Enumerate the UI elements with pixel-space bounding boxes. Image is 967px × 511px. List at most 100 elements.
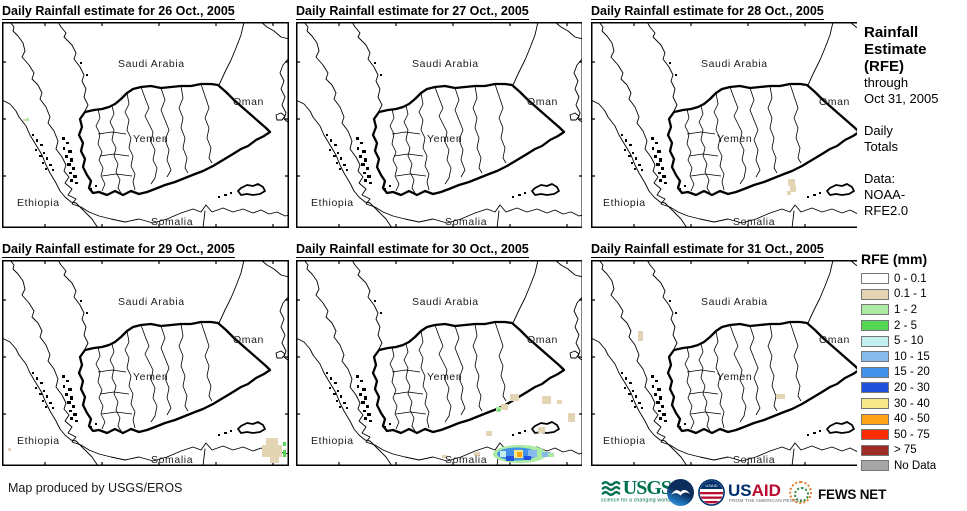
label-ethiopia: Ethiopia [17,197,60,209]
label-yemen: Yemen [133,133,168,145]
panel-30-oct: Daily Rainfall estimate for 30 Oct., 200… [296,240,582,466]
rainfall-map-26-oct: Saudi Arabia Oman Yemen Ethiopia Somalia [2,22,289,228]
label-oman: Oman [819,334,850,346]
rainfall-overlay [442,394,575,463]
sidebar-date: Oct 31, 2005 [864,91,939,106]
usgs-wordmark: USGS [622,477,672,499]
label-somalia: Somalia [733,454,775,466]
panel-title: Daily Rainfall estimate for 30 Oct., 200… [296,242,529,258]
label-oman: Oman [233,96,264,108]
legend-label: 0.1 - 1 [894,288,927,301]
sidebar-data-label: Data: [864,171,896,186]
legend-item: 15 - 20 [861,365,965,381]
legend-label: 15 - 20 [894,366,930,379]
sidebar-through: through [864,75,909,90]
fewsnet-wordmark: FEWS NET [818,487,887,502]
rainfall-map-29-oct: Saudi Arabia Oman Yemen Ethiopia Somalia [2,260,289,466]
label-oman: Oman [233,334,264,346]
label-saudi-arabia: Saudi Arabia [701,296,768,308]
rainfall-overlay [8,438,286,463]
legend-item: 0.1 - 1 [861,287,965,303]
legend-swatch [861,288,889,300]
label-yemen: Yemen [717,371,752,383]
legend-swatch [861,335,889,347]
sidebar-period-1: Daily [864,123,893,138]
label-somalia: Somalia [151,216,193,228]
legend-item: 50 - 75 [861,427,965,443]
legend-label: 0 - 0.1 [894,272,927,285]
panel-title: Daily Rainfall estimate for 29 Oct., 200… [2,242,235,258]
panel-28-oct: Daily Rainfall estimate for 28 Oct., 200… [591,2,857,228]
usaid-seal-icon: USAID [698,479,725,506]
panel-title: Daily Rainfall estimate for 26 Oct., 200… [2,4,235,20]
usaid-aid: AID [751,481,781,500]
rainfall-overlay [638,331,785,399]
label-saudi-arabia: Saudi Arabia [118,296,185,308]
legend-item: No Data [861,458,965,474]
label-ethiopia: Ethiopia [603,197,646,209]
sidebar-source-1: NOAA- [864,187,906,202]
usaid-wordmark: USAID [728,482,781,499]
legend-item: > 75 [861,443,965,459]
label-somalia: Somalia [151,454,193,466]
label-saudi-arabia: Saudi Arabia [701,58,768,70]
legend: RFE (mm) 0 - 0.1 0.1 - 1 1 - 2 2 - 5 5 - 10 1… [861,251,965,474]
legend-label: 10 - 15 [894,350,930,363]
label-yemen: Yemen [133,371,168,383]
label-somalia: Somalia [733,216,775,228]
legend-label: No Data [894,459,937,472]
panel-29-oct: Daily Rainfall estimate for 29 Oct., 200… [2,240,289,466]
legend-label: 20 - 30 [894,381,930,394]
fewsnet-globe-icon [789,481,812,504]
legend-item: 0 - 0.1 [861,271,965,287]
panel-31-oct: Daily Rainfall estimate for 31 Oct., 200… [591,240,857,466]
noaa-bird-icon [671,489,690,496]
label-oman: Oman [527,96,558,108]
legend-label: 30 - 40 [894,397,930,410]
usgs-logo: USGS science for a changing world [601,477,672,507]
label-saudi-arabia: Saudi Arabia [412,58,479,70]
label-yemen: Yemen [427,133,462,145]
legend-label: 5 - 10 [894,335,924,348]
usaid-tagline: FROM THE AMERICAN PEOPLE [729,499,803,504]
legend-item: 20 - 30 [861,380,965,396]
legend-label: 50 - 75 [894,428,930,441]
label-somalia: Somalia [445,216,487,228]
label-somalia: Somalia [445,454,487,466]
label-saudi-arabia: Saudi Arabia [118,58,185,70]
label-ethiopia: Ethiopia [311,435,354,447]
rainfall-map-30-oct: Saudi Arabia Oman Yemen Ethiopia Somalia [296,260,582,466]
legend-item: 40 - 50 [861,411,965,427]
sidebar-title: Rainfall Estimate (RFE) [864,24,927,75]
panel-title: Daily Rainfall estimate for 31 Oct., 200… [591,242,824,258]
rainfall-map-27-oct: Saudi Arabia Oman Yemen Ethiopia Somalia [296,22,582,228]
legend-swatch [861,382,889,394]
legend-label: 1 - 2 [894,303,918,316]
legend-swatch [861,460,889,472]
label-oman: Oman [819,96,850,108]
sidebar: Rainfall Estimate (RFE) through Oct 31, … [864,24,960,219]
legend-title: RFE (mm) [861,251,928,267]
usgs-tagline: science for a changing world [601,498,671,504]
label-saudi-arabia: Saudi Arabia [412,296,479,308]
rainfall-map-28-oct: Saudi Arabia Oman Yemen Ethiopia Somalia [591,22,857,228]
rainfall-map-31-oct: Saudi Arabia Oman Yemen Ethiopia Somalia [591,260,857,466]
label-ethiopia: Ethiopia [603,435,646,447]
panel-title: Daily Rainfall estimate for 28 Oct., 200… [591,4,824,20]
legend-swatch [861,366,889,378]
legend-label: 40 - 50 [894,413,930,426]
label-yemen: Yemen [427,371,462,383]
label-ethiopia: Ethiopia [311,197,354,209]
legend-swatch [861,304,889,316]
legend-item: 5 - 10 [861,333,965,349]
panel-title: Daily Rainfall estimate for 27 Oct., 200… [296,4,529,20]
label-yemen: Yemen [717,133,752,145]
legend-swatch [861,429,889,441]
legend-item: 2 - 5 [861,318,965,334]
legend-swatch [861,444,889,456]
usaid-us: US [728,481,752,500]
legend-swatch [861,351,889,363]
panel-26-oct: Daily Rainfall estimate for 26 Oct., 200… [2,2,289,228]
noaa-logo [667,479,694,506]
sidebar-period-2: Totals [864,139,898,154]
